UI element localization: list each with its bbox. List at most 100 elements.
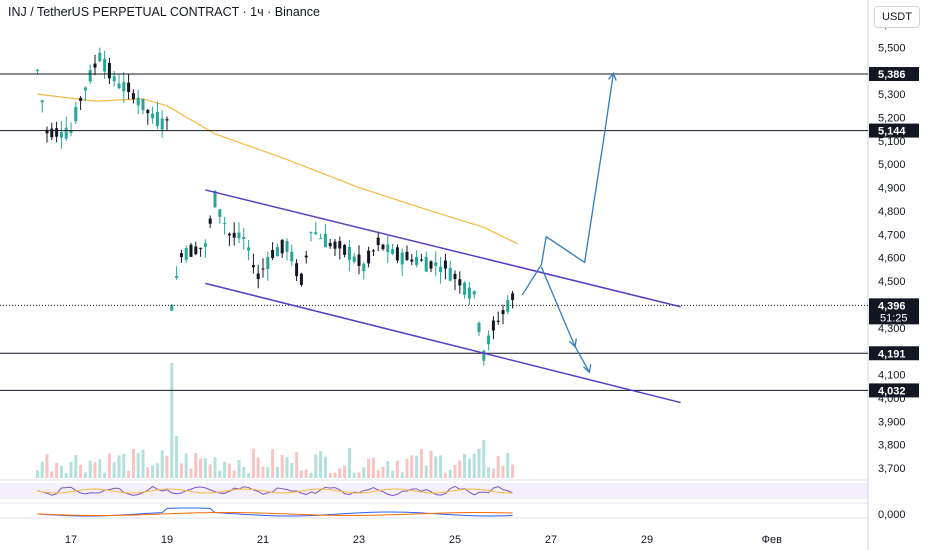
volume-bar bbox=[93, 461, 97, 478]
candle-body bbox=[319, 238, 323, 240]
candle-body bbox=[160, 118, 164, 130]
candle-body bbox=[343, 245, 347, 255]
candle-body bbox=[247, 247, 251, 251]
volume-bar bbox=[112, 462, 116, 478]
volume-bar bbox=[280, 454, 284, 478]
candle-body bbox=[251, 265, 255, 268]
candle-body bbox=[386, 244, 390, 253]
candle-body bbox=[208, 218, 212, 224]
price-tick-label: 4,900 bbox=[878, 183, 906, 195]
candle-body bbox=[50, 128, 54, 138]
channel-lower-line bbox=[205, 282, 681, 404]
candle-body bbox=[439, 266, 443, 273]
candle-body bbox=[434, 262, 438, 266]
volume-bar bbox=[275, 466, 279, 478]
candle-body bbox=[194, 246, 198, 255]
volume-bar bbox=[189, 468, 193, 478]
level-price-tag: 4,032 bbox=[878, 385, 906, 397]
candle-body bbox=[338, 241, 342, 249]
candle-body bbox=[395, 247, 399, 261]
candle-body bbox=[117, 83, 121, 89]
candle-body bbox=[357, 254, 361, 266]
candle-body bbox=[443, 260, 447, 269]
candle-body bbox=[256, 273, 260, 280]
candle-body bbox=[271, 250, 275, 259]
time-axis: 17 19 21 23 25 27 29 Фев bbox=[65, 534, 782, 546]
bullish-projection-path bbox=[521, 72, 615, 296]
volume-bar bbox=[362, 467, 366, 478]
volume-bar bbox=[314, 454, 318, 478]
candle-body bbox=[391, 249, 395, 254]
candle-body bbox=[491, 320, 495, 331]
candle-body bbox=[275, 247, 279, 257]
volume-bar bbox=[45, 454, 49, 478]
candle-body bbox=[218, 209, 222, 217]
volume-bar bbox=[247, 472, 251, 478]
candle-body bbox=[223, 223, 227, 225]
volume-bar bbox=[146, 467, 150, 478]
price-tick-label: 5,200 bbox=[878, 112, 906, 124]
candle-body bbox=[367, 250, 371, 264]
candle-body bbox=[103, 58, 107, 72]
volume-bar bbox=[59, 465, 63, 478]
bearish-arrowhead-1 bbox=[568, 338, 577, 348]
volume-bar bbox=[415, 455, 419, 478]
price-tick-label: 4,800 bbox=[878, 206, 906, 218]
price-tick-label: 4,100 bbox=[878, 370, 906, 382]
candle-body bbox=[88, 70, 92, 82]
volume-bar bbox=[352, 472, 356, 478]
candle-body bbox=[362, 263, 366, 272]
candle-body bbox=[467, 287, 471, 299]
volume-bar bbox=[511, 464, 515, 478]
volume-bar bbox=[506, 453, 510, 478]
volume-bar bbox=[491, 468, 495, 478]
macd-signal-line bbox=[37, 512, 513, 516]
volume-bar bbox=[203, 458, 207, 478]
candle-body bbox=[55, 128, 59, 137]
price-tick-label: 4,300 bbox=[878, 323, 906, 335]
volume-bar bbox=[477, 448, 481, 478]
volume-bar bbox=[487, 467, 491, 478]
volume-bar bbox=[194, 453, 198, 478]
channel-upper-line bbox=[205, 189, 681, 308]
candlestick-series bbox=[35, 47, 515, 366]
volume-bar bbox=[160, 450, 164, 478]
price-tick-label: 4,500 bbox=[878, 276, 906, 288]
currency-selector[interactable]: USDT bbox=[874, 6, 920, 28]
price-tick-label: 3,900 bbox=[878, 416, 906, 428]
candle-body bbox=[506, 300, 510, 312]
volume-bar bbox=[400, 472, 404, 478]
volume-bar bbox=[131, 448, 135, 478]
volume-bar bbox=[208, 464, 212, 478]
candle-body bbox=[487, 335, 491, 345]
last-price-tag: 4,396 bbox=[878, 300, 906, 312]
volume-bar bbox=[381, 466, 385, 478]
candle-body bbox=[141, 98, 145, 111]
candle-body bbox=[122, 82, 126, 92]
volume-bar bbox=[467, 458, 471, 478]
candle-body bbox=[477, 322, 481, 333]
candle-body bbox=[371, 250, 375, 252]
time-tick-label: 25 bbox=[449, 534, 461, 546]
volume-bar bbox=[309, 472, 313, 478]
indicator-zero-label: 0,000 bbox=[878, 509, 906, 521]
volume-bar bbox=[439, 455, 443, 478]
volume-bar bbox=[74, 454, 78, 478]
candle-body bbox=[69, 130, 73, 134]
volume-bar bbox=[463, 454, 467, 478]
volume-bar bbox=[424, 465, 428, 478]
price-tick-label: 4,700 bbox=[878, 229, 906, 241]
candle-body bbox=[232, 232, 236, 238]
candle-body bbox=[165, 119, 169, 121]
volume-bar bbox=[391, 470, 395, 478]
candle-body bbox=[59, 132, 63, 138]
volume-bar bbox=[184, 453, 188, 478]
price-tick-label: 5,100 bbox=[878, 136, 906, 148]
volume-bar bbox=[501, 465, 505, 478]
volume-bar bbox=[448, 469, 452, 478]
time-tick-label: 29 bbox=[641, 534, 653, 546]
candle-body bbox=[424, 256, 428, 272]
volume-bar bbox=[458, 460, 462, 478]
volume-bar bbox=[496, 456, 500, 478]
